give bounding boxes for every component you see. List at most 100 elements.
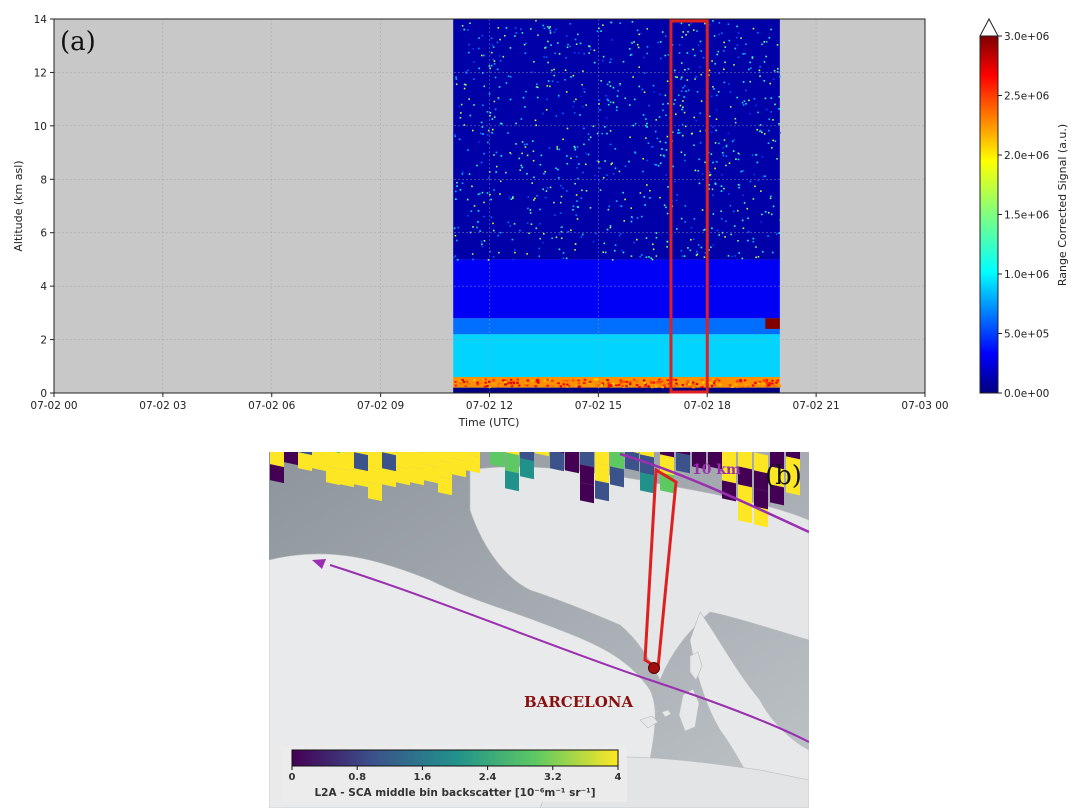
signal-speckle (662, 154, 665, 157)
signal-speckle (468, 98, 470, 100)
signal-speckle (753, 98, 756, 100)
signal-speckle (602, 176, 605, 179)
signal-speckle (686, 380, 690, 383)
signal-speckle (697, 169, 700, 172)
signal-speckle (742, 194, 744, 197)
signal-speckle (497, 234, 500, 237)
signal-speckle (755, 104, 757, 107)
signal-speckle (491, 51, 493, 54)
signal-speckle (747, 217, 749, 220)
signal-speckle (516, 381, 519, 384)
signal-speckle (684, 205, 687, 207)
signal-speckle (566, 127, 569, 130)
backscatter-cell (354, 452, 368, 456)
signal-speckle (723, 187, 725, 190)
signal-speckle (476, 226, 478, 229)
signal-speckle (525, 90, 527, 93)
signal-speckle (736, 25, 738, 28)
signal-speckle (639, 255, 641, 258)
signal-speckle (499, 60, 502, 62)
signal-speckle (619, 22, 622, 24)
signal-speckle (515, 122, 517, 125)
signal-speckle (473, 205, 476, 207)
signal-speckle (589, 380, 592, 383)
signal-speckle (676, 228, 678, 230)
signal-speckle (576, 146, 579, 148)
signal-speckle (608, 81, 611, 83)
signal-speckle (737, 32, 740, 35)
signal-speckle (771, 147, 773, 149)
backscatter-cell (298, 404, 312, 423)
signal-speckle (512, 381, 515, 384)
signal-speckle (555, 236, 558, 239)
signal-speckle (464, 381, 468, 384)
signal-speckle (676, 76, 678, 78)
signal-speckle (695, 383, 699, 386)
signal-speckle (524, 52, 527, 54)
signal-speckle (558, 248, 561, 251)
signal-speckle (749, 112, 751, 115)
signal-speckle (661, 31, 664, 33)
signal-speckle (658, 116, 661, 118)
signal-speckle (666, 212, 669, 215)
signal-speckle (655, 163, 657, 166)
colorbar-tick-label: 0.0e+00 (1004, 388, 1049, 400)
signal-speckle (721, 151, 724, 154)
signal-speckle (604, 160, 606, 162)
signal-speckle (696, 253, 699, 255)
signal-speckle (460, 103, 463, 106)
signal-speckle (480, 161, 483, 164)
colorbar-tick-label: 1.0e+06 (1004, 269, 1050, 281)
x-axis-ticks: 07-02 00 07-02 03 07-02 06 07-02 09 07-02 12… (30, 393, 949, 412)
signal-speckle (569, 45, 572, 48)
signal-speckle (562, 187, 564, 189)
colorbar-ticks: 0.0e+00 5.0e+05 1.0e+06 1.5e+06 2.0e+06 2.5e+… (998, 31, 1050, 400)
signal-speckle (476, 383, 479, 386)
signal-speckle (646, 46, 649, 48)
signal-speckle (775, 233, 778, 235)
signal-speckle (681, 108, 683, 111)
signal-speckle (535, 86, 538, 88)
signal-speckle (478, 141, 480, 143)
signal-speckle (598, 161, 600, 163)
signal-speckle (651, 145, 653, 148)
signal-speckle (729, 106, 732, 108)
signal-speckle (579, 42, 582, 45)
signal-speckle (629, 381, 632, 384)
signal-speckle (598, 380, 601, 383)
signal-speckle (467, 382, 470, 385)
signal-speckle (516, 382, 519, 385)
signal-speckle (492, 58, 495, 61)
signal-speckle (715, 383, 718, 386)
signal-speckle (524, 106, 526, 108)
signal-speckle (652, 381, 655, 384)
backscatter-cell (580, 464, 594, 486)
signal-speckle (557, 42, 559, 44)
signal-speckle (699, 112, 702, 115)
signal-speckle (588, 45, 591, 48)
backscatter-cell (326, 418, 340, 437)
signal-speckle (680, 249, 683, 252)
signal-speckle (770, 111, 773, 113)
signal-speckle (688, 380, 692, 383)
signal-speckle (559, 385, 563, 388)
signal-speckle (539, 208, 541, 211)
distance-label: 10 km (692, 462, 741, 478)
signal-speckle (659, 162, 662, 165)
signal-speckle (712, 244, 715, 246)
signal-speckle (551, 80, 554, 83)
signal-speckle (664, 35, 667, 38)
signal-speckle (636, 43, 639, 46)
signal-speckle (765, 55, 767, 58)
signal-speckle (683, 255, 686, 257)
signal-speckle (525, 42, 527, 45)
signal-speckle (643, 91, 646, 94)
signal-speckle (606, 174, 608, 176)
colorbar-tick-label: 2.4 (479, 772, 497, 783)
x-tick-label: 07-02 03 (139, 400, 186, 412)
colorbar-tick-label: 1.6 (414, 772, 432, 783)
backscatter-cell (382, 452, 396, 456)
signal-speckle (767, 235, 769, 237)
signal-speckle (454, 234, 457, 237)
backscatter-cell (466, 452, 480, 458)
